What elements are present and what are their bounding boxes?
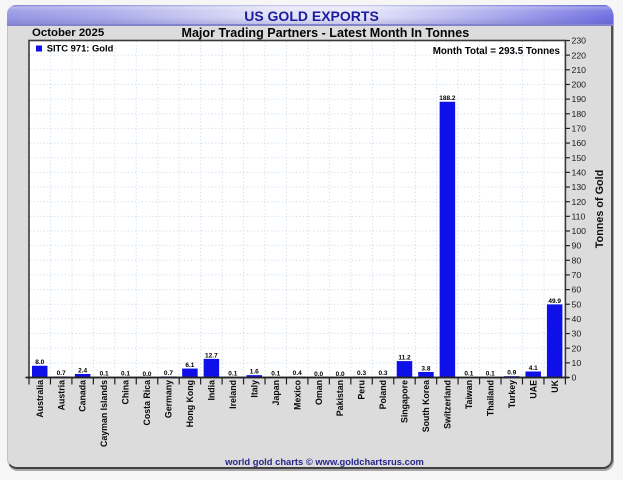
svg-text:0.7: 0.7 <box>57 370 66 377</box>
svg-text:49.9: 49.9 <box>548 298 561 305</box>
svg-text:0.3: 0.3 <box>357 370 366 377</box>
svg-text:South Korea: South Korea <box>421 380 431 432</box>
svg-text:Tonnes of Gold: Tonnes of Gold <box>594 170 606 248</box>
svg-text:0.1: 0.1 <box>271 370 280 377</box>
svg-text:Thailand: Thailand <box>485 380 495 416</box>
svg-text:30: 30 <box>572 329 582 339</box>
svg-text:0.0: 0.0 <box>314 371 323 378</box>
svg-text:Poland: Poland <box>378 380 388 409</box>
svg-text:10: 10 <box>572 358 582 368</box>
svg-text:India: India <box>206 380 216 401</box>
svg-text:0.0: 0.0 <box>142 371 151 378</box>
svg-text:0.9: 0.9 <box>507 370 516 377</box>
svg-text:50: 50 <box>572 299 582 309</box>
svg-text:Turkey: Turkey <box>507 380 517 408</box>
svg-text:1.6: 1.6 <box>250 369 259 376</box>
svg-text:100: 100 <box>572 226 587 236</box>
svg-text:160: 160 <box>572 138 587 148</box>
svg-text:0.1: 0.1 <box>464 370 473 377</box>
svg-text:SITC 971: Gold: SITC 971: Gold <box>47 43 114 54</box>
svg-text:188.2: 188.2 <box>439 95 456 102</box>
svg-text:0.1: 0.1 <box>121 370 130 377</box>
svg-text:Australia: Australia <box>35 380 45 418</box>
svg-text:6.1: 6.1 <box>185 362 194 369</box>
svg-text:Switzerland: Switzerland <box>442 380 452 429</box>
svg-text:0.1: 0.1 <box>228 370 237 377</box>
svg-text:0.1: 0.1 <box>486 370 495 377</box>
svg-text:90: 90 <box>572 241 582 251</box>
svg-text:Ireland: Ireland <box>228 380 238 409</box>
svg-text:8.0: 8.0 <box>35 359 44 366</box>
svg-text:Oman: Oman <box>314 380 324 405</box>
svg-text:80: 80 <box>572 255 582 265</box>
svg-text:Month Total = 293.5 Tonnes: Month Total = 293.5 Tonnes <box>433 46 561 57</box>
svg-text:220: 220 <box>572 50 587 60</box>
svg-text:40: 40 <box>572 314 582 324</box>
svg-text:70: 70 <box>572 270 582 280</box>
svg-text:Hong Kong: Hong Kong <box>185 380 195 427</box>
svg-text:20: 20 <box>572 343 582 353</box>
svg-text:130: 130 <box>572 182 587 192</box>
svg-text:Pakistan: Pakistan <box>335 380 345 416</box>
svg-text:Taiwan: Taiwan <box>464 380 474 409</box>
svg-text:110: 110 <box>572 211 586 221</box>
svg-text:China: China <box>121 380 131 405</box>
svg-text:180: 180 <box>572 109 587 119</box>
svg-text:Singapore: Singapore <box>400 380 410 423</box>
svg-text:3.8: 3.8 <box>421 365 430 372</box>
svg-text:0.7: 0.7 <box>164 370 173 377</box>
svg-text:11.2: 11.2 <box>398 354 411 361</box>
svg-text:Cayman Islands: Cayman Islands <box>99 380 109 447</box>
svg-text:150: 150 <box>572 153 587 163</box>
svg-text:UK: UK <box>550 379 560 392</box>
svg-text:4.1: 4.1 <box>529 365 538 372</box>
svg-text:140: 140 <box>572 167 587 177</box>
svg-text:Austria: Austria <box>56 380 66 410</box>
svg-text:Peru: Peru <box>357 380 367 400</box>
svg-text:0: 0 <box>572 373 577 383</box>
svg-text:Germany: Germany <box>164 380 174 418</box>
svg-text:190: 190 <box>572 94 587 104</box>
svg-text:Mexico: Mexico <box>292 379 302 409</box>
svg-text:60: 60 <box>572 285 582 295</box>
svg-text:12.7: 12.7 <box>205 352 218 359</box>
svg-text:Costa Rica: Costa Rica <box>142 380 152 426</box>
svg-text:0.3: 0.3 <box>378 370 387 377</box>
svg-text:230: 230 <box>572 36 587 46</box>
svg-text:210: 210 <box>572 65 587 75</box>
svg-text:0.1: 0.1 <box>100 370 109 377</box>
svg-text:0.4: 0.4 <box>293 370 302 377</box>
svg-text:Canada: Canada <box>78 380 88 412</box>
svg-text:120: 120 <box>572 197 587 207</box>
svg-text:UAE: UAE <box>528 380 538 399</box>
svg-text:2.4: 2.4 <box>78 367 87 374</box>
svg-text:Japan: Japan <box>271 380 281 405</box>
svg-text:170: 170 <box>572 124 587 134</box>
svg-text:Italy: Italy <box>249 380 259 398</box>
svg-text:0.0: 0.0 <box>336 371 345 378</box>
svg-text:200: 200 <box>572 80 587 90</box>
